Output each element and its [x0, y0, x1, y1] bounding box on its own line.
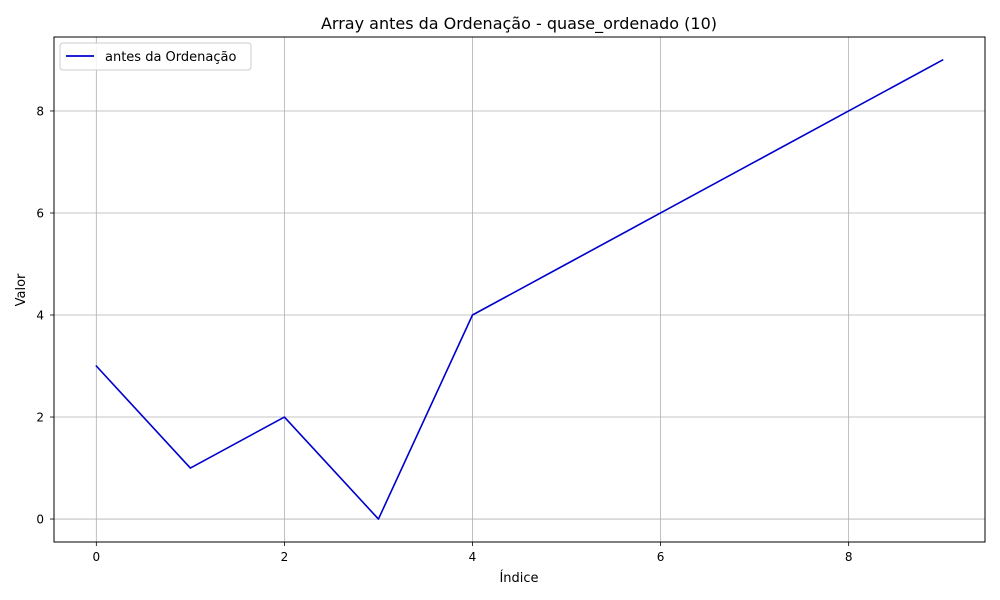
x-tick-label: 4: [469, 550, 477, 564]
series-line: [95, 59, 944, 520]
y-tick-label: 6: [36, 206, 44, 220]
axis-ticks: 0 2 4 6 8 0 2 4 6 8: [36, 104, 852, 564]
y-tick-label: 0: [36, 513, 44, 527]
legend: antes da Ordenação: [59, 42, 252, 71]
x-tick-label: 2: [281, 550, 289, 564]
y-axis-label: Valor: [14, 273, 29, 306]
plot-frame: [53, 36, 986, 543]
series-layer: [95, 59, 944, 520]
grid: [54, 37, 985, 542]
y-tick-label: 4: [36, 309, 44, 323]
y-tick-label: 8: [36, 104, 44, 118]
x-axis-label: Índice: [499, 570, 538, 586]
legend-box: [59, 42, 252, 71]
legend-label: antes da Ordenação: [105, 50, 236, 65]
chart-title: Array antes da Ordenação - quase_ordenad…: [321, 14, 717, 34]
x-tick-label: 0: [92, 550, 100, 564]
y-tick-label: 2: [36, 411, 44, 425]
x-tick-label: 8: [845, 550, 853, 564]
x-tick-label: 6: [657, 550, 665, 564]
